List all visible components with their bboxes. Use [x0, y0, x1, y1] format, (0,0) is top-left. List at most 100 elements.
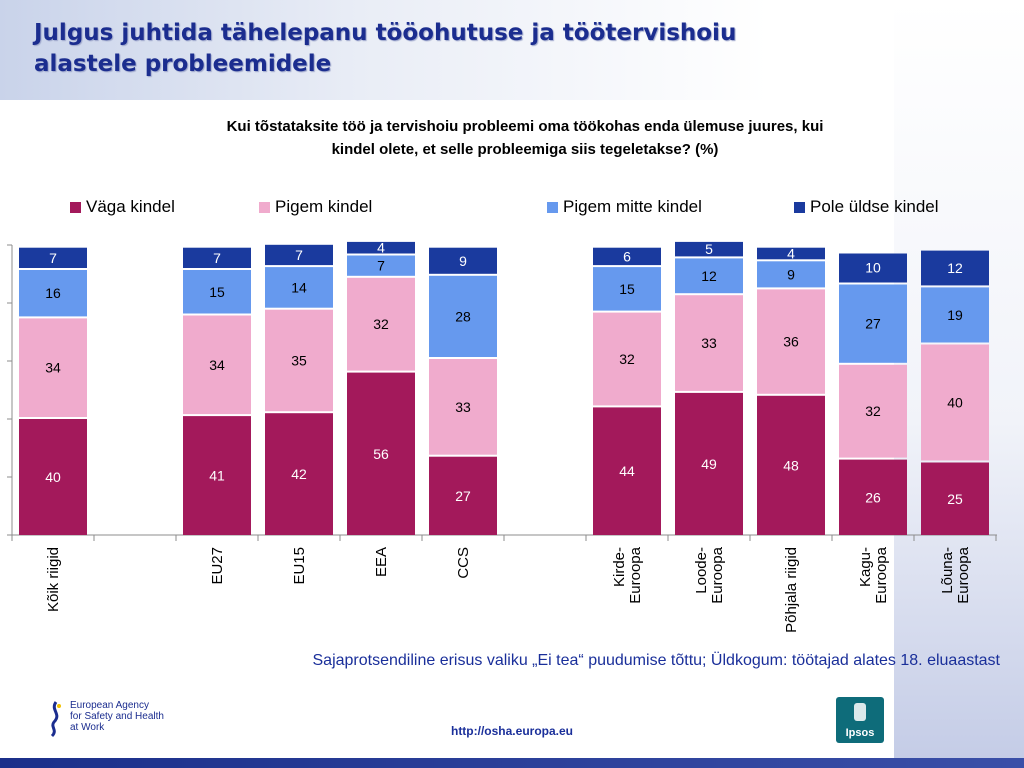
data-label: 28 — [455, 308, 471, 324]
agency-line2: for Safety and Health — [70, 711, 164, 722]
data-label: 6 — [623, 248, 631, 264]
category-label: CCS — [455, 547, 472, 579]
data-label: 10 — [865, 260, 881, 276]
bar-segment — [593, 247, 661, 266]
data-label: 34 — [45, 360, 61, 376]
bar-segment — [19, 419, 87, 535]
bar-segment — [757, 261, 825, 288]
category-label: Euroopa — [627, 546, 644, 603]
data-label: 7 — [377, 258, 385, 274]
bottom-bar — [0, 758, 1024, 768]
bar-segment — [839, 253, 907, 283]
data-label: 36 — [783, 334, 799, 350]
bar-segment — [265, 244, 333, 266]
data-label: 4 — [787, 246, 795, 262]
ipsos-emblem-icon — [854, 703, 866, 721]
slide-title-line1: Julgus juhtida tähelepanu tööohutuse ja … — [34, 20, 737, 46]
data-label: 35 — [291, 352, 307, 368]
data-label: 32 — [865, 403, 881, 419]
legend-swatch — [547, 201, 558, 213]
bar-segment — [429, 359, 497, 455]
bar-segment — [183, 315, 251, 415]
category-label: EU15 — [291, 547, 308, 585]
data-label: 5 — [705, 241, 713, 257]
bar-segment — [593, 267, 661, 311]
bar-segment — [265, 267, 333, 308]
category-label: Kirde- — [611, 547, 628, 587]
legend-swatch — [259, 201, 270, 213]
data-label: 7 — [49, 250, 57, 266]
legend-item-pigem-mitte-kindel: Pigem mitte kindel — [547, 197, 702, 217]
bar-segment — [757, 395, 825, 535]
legend-item-vaga-kindel: Väga kindel — [70, 197, 175, 217]
bar-segment — [19, 318, 87, 417]
bar-segment — [675, 258, 743, 294]
category-label: Loode- — [693, 547, 710, 594]
agency-line3: at Work — [70, 722, 105, 733]
bar-segment — [347, 277, 415, 371]
category-label: Lõuna- — [939, 547, 956, 594]
bar-segment — [19, 247, 87, 268]
data-label: 33 — [701, 335, 717, 351]
category-label: Kagu- — [857, 547, 874, 587]
data-label: 14 — [291, 279, 307, 295]
agency-line1: European Agency — [70, 700, 149, 711]
category-label: Kõik riigid — [45, 547, 62, 612]
data-label: 7 — [295, 247, 303, 263]
bar-segment — [347, 241, 415, 254]
data-label: 32 — [619, 351, 635, 367]
bar-segment — [921, 462, 989, 535]
category-label: EEA — [373, 547, 390, 577]
bar-segment — [265, 309, 333, 412]
bar-segment — [921, 344, 989, 461]
data-label: 9 — [459, 253, 467, 269]
bar-segment — [593, 312, 661, 406]
data-label: 25 — [947, 491, 963, 507]
footnote: Sajaprotsendiline erisus valiku „Ei tea“… — [312, 652, 1001, 669]
bar-segment — [19, 270, 87, 317]
bar-segment — [757, 247, 825, 260]
chart-legend: Väga kindel Pigem kindel Pigem mitte kin… — [0, 197, 1024, 219]
legend-swatch — [70, 201, 81, 213]
slide-title-line2: alastele probleemidele — [34, 51, 332, 77]
data-label: 34 — [209, 357, 225, 373]
legend-label: Väga kindel — [86, 197, 175, 216]
bar-segment — [347, 372, 415, 535]
data-label: 33 — [455, 399, 471, 415]
stacked-bar-chart: 40 34 16 7 Kõik riigid 41 34 15 7 EU27 42 35 14 7 EU15… — [7, 240, 997, 633]
data-label: 56 — [373, 446, 389, 462]
survey-question: Kui tõstataksite töö ja tervishoiu probl… — [110, 115, 940, 161]
legend-label: Pigem kindel — [275, 197, 373, 216]
data-label: 32 — [373, 316, 389, 332]
data-label: 49 — [701, 456, 717, 472]
bar-segment — [839, 459, 907, 535]
data-label: 48 — [783, 457, 799, 473]
bar-segment — [183, 416, 251, 535]
eu-osha-logo-text: European Agency for Safety and Health at… — [70, 700, 164, 733]
eu-osha-logo: European Agency for Safety and Health at… — [46, 700, 164, 738]
data-label: 15 — [209, 284, 225, 300]
ipsos-logo-text: Ipsos — [845, 727, 875, 739]
slide-title: Julgus juhtida tähelepanu tööohutuse ja … — [34, 18, 934, 80]
category-label: Põhjala riigid — [783, 547, 800, 633]
survey-question-line1: Kui tõstataksite töö ja tervishoiu probl… — [226, 118, 824, 135]
data-label: 19 — [947, 307, 963, 323]
data-label: 42 — [291, 466, 307, 482]
data-label: 27 — [865, 316, 881, 332]
bar-segment — [921, 250, 989, 286]
category-label: EU27 — [209, 547, 226, 585]
data-label: 40 — [45, 469, 61, 485]
bar-segment — [347, 255, 415, 276]
bar-segment — [183, 270, 251, 314]
bar-segment — [183, 247, 251, 268]
eu-osha-emblem-icon — [50, 701, 61, 738]
bar-segment — [593, 407, 661, 535]
legend-swatch — [794, 201, 805, 213]
website-link[interactable]: http://osha.europa.eu — [450, 724, 573, 738]
data-label: 16 — [45, 285, 61, 301]
legend-label: Pole üldse kindel — [810, 197, 939, 216]
bar-segment — [921, 287, 989, 343]
bar-segment — [839, 364, 907, 458]
bar-segment — [839, 284, 907, 363]
bar-segment — [429, 275, 497, 357]
